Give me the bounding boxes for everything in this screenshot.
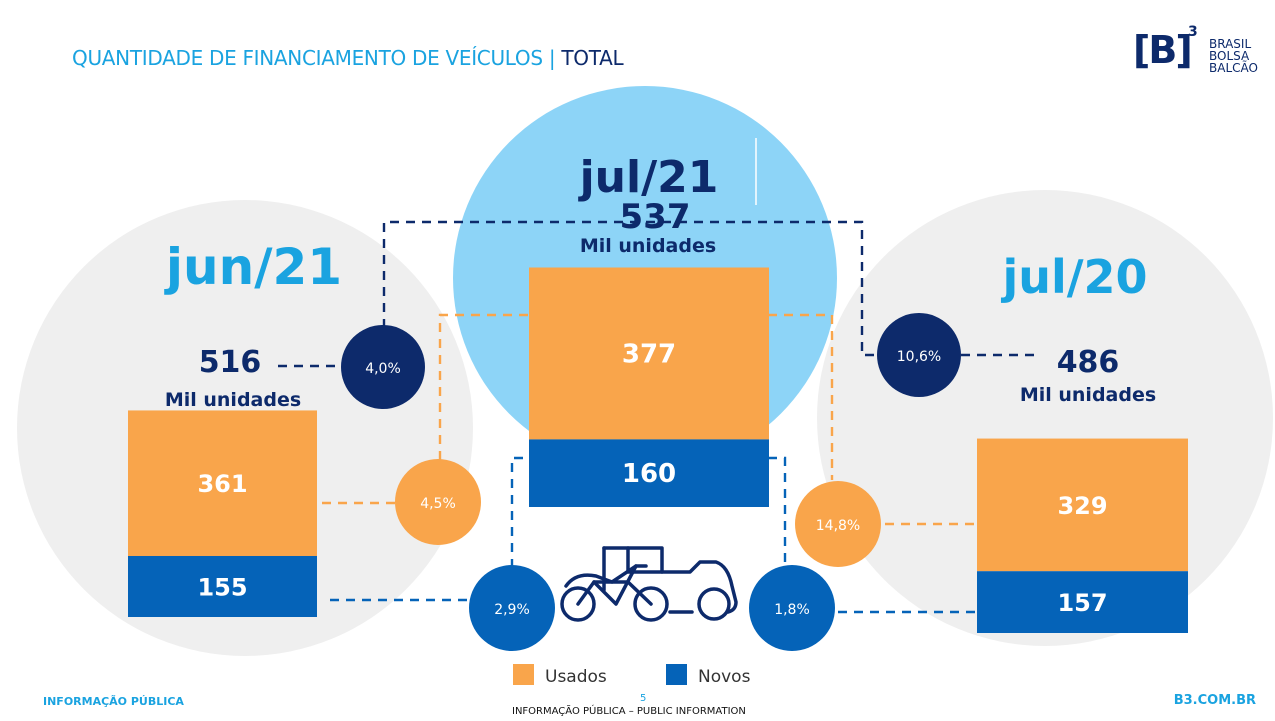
legend-label-usados: Usados (545, 667, 607, 687)
unit-label-jul21: Mil unidades (580, 235, 716, 257)
logo-line-2: BOLSA (1209, 49, 1250, 63)
page-title: QUANTIDADE DE FINANCIAMENTO DE VEÍCULOS … (72, 46, 624, 70)
variation-total-jun21: 4,0% (341, 325, 425, 409)
bar-novos-jun21 (128, 555, 317, 617)
variation-usados-jul20-label: 14,8% (816, 518, 860, 534)
total-value-jul20: 486 (1057, 345, 1120, 380)
footer-public-information: INFORMAÇÃO PÚBLICA – PUBLIC INFORMATION (512, 706, 746, 717)
bar-usados-jun21 (128, 410, 317, 556)
connector-novos-jul20 (768, 456, 975, 614)
title-suffix: TOTAL (561, 46, 624, 70)
variation-novos-jun21-label: 2,9% (494, 602, 530, 618)
data-label-usados-jul20: 329 (1057, 492, 1107, 520)
footer-info-label: INFORMAÇÃO PÚBLICA (43, 695, 184, 708)
connector-novos-jun21 (330, 456, 528, 602)
variation-novos-jul20-label: 1,8% (774, 602, 810, 618)
bar-novos-jul20 (977, 571, 1188, 633)
legend-swatch-novos (666, 664, 687, 685)
bar-usados-jul20 (977, 438, 1188, 572)
variation-novos-jul20: 1,8% (749, 565, 835, 651)
variation-usados-jul20: 14,8% (795, 481, 881, 567)
total-value-jul21: 537 (620, 197, 691, 237)
connector-usados-jun21 (322, 313, 528, 505)
variation-novos-jun21: 2,9% (469, 565, 555, 651)
bar-usados-jul21 (529, 267, 769, 440)
page-number: 5 (640, 693, 647, 704)
variation-usados-jun21: 4,5% (395, 459, 481, 545)
title-separator: | (548, 46, 556, 70)
title-main: QUANTIDADE DE FINANCIAMENTO DE VEÍCULOS (72, 46, 543, 70)
connector-usados-jul20 (768, 313, 975, 526)
data-label-usados-jun21: 361 (197, 470, 247, 498)
legend-label-novos: Novos (698, 667, 751, 687)
total-value-jun21: 516 (199, 345, 262, 380)
variation-total-jun21-label: 4,0% (365, 361, 401, 377)
vehicles-icon (560, 546, 738, 622)
variation-usados-jun21-label: 4,5% (420, 496, 456, 512)
data-label-novos-jul21: 160 (622, 459, 676, 489)
category-label-jul20: jul/20 (1000, 250, 1147, 304)
unit-label-jun21: Mil unidades (165, 389, 301, 411)
logo-line-3: BALCÃO (1209, 61, 1258, 75)
data-label-novos-jul20: 157 (1057, 589, 1107, 617)
logo-mark: [B] (1133, 28, 1193, 72)
logo-line-1: BRASIL (1209, 37, 1252, 51)
logo-words: BRASIL BOLSA BALCÃO (1209, 38, 1258, 74)
variation-total-jul20: 10,6% (877, 313, 961, 397)
b3-logo: [B] 3 BRASIL BOLSA BALCÃO (1133, 24, 1263, 88)
bar-novos-jul21 (529, 439, 769, 507)
unit-label-jul20: Mil unidades (1020, 384, 1156, 406)
data-label-novos-jun21: 155 (197, 573, 247, 601)
category-label-jun21: jun/21 (164, 238, 342, 296)
category-label-jul21: jul/21 (578, 152, 719, 203)
legend-swatch-usados (513, 664, 534, 685)
footer-website-link[interactable]: B3.COM.BR (1173, 693, 1256, 708)
logo-superscript: 3 (1188, 24, 1198, 40)
variation-total-jul20-label: 10,6% (897, 349, 941, 365)
data-label-usados-jul21: 377 (622, 339, 676, 369)
